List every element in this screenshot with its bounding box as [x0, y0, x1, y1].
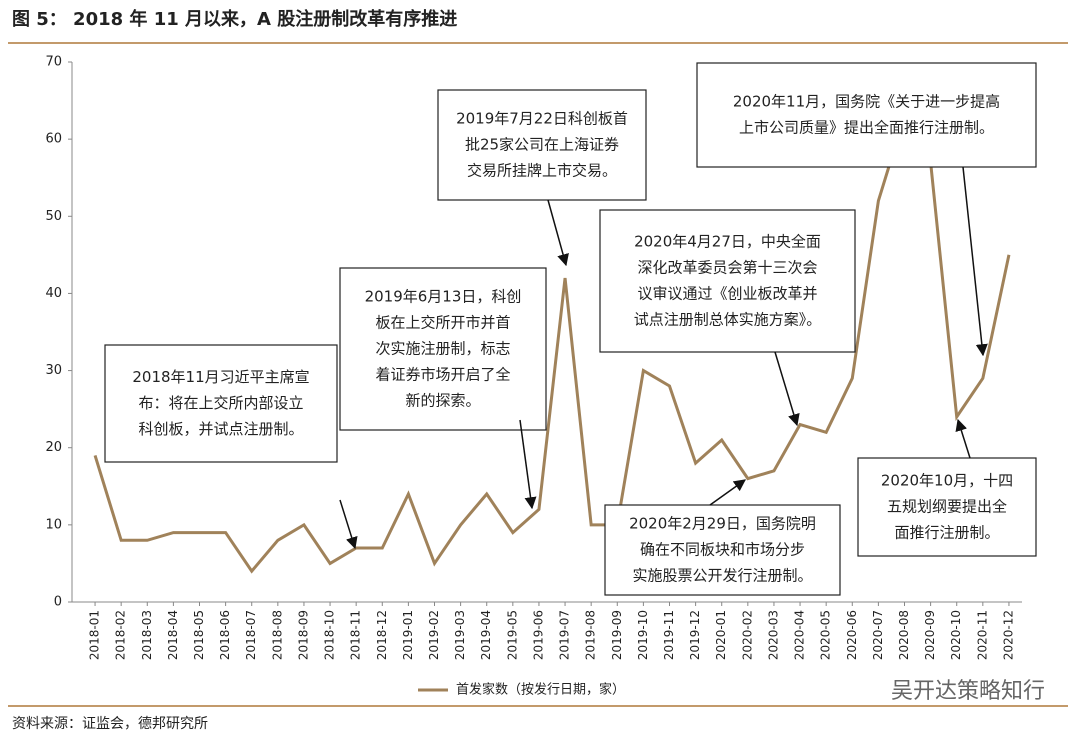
x-tick-label: 2019-12: [688, 610, 702, 660]
annotation-arrow: [955, 418, 971, 459]
annotation-text: 确在不同板块和市场分步: [640, 541, 805, 559]
annotation-text: 批25家公司在上海证券: [465, 136, 619, 154]
annotation-arrow: [709, 479, 746, 506]
x-tick-label: 2018-05: [192, 610, 206, 660]
x-tick-label: 2020-04: [793, 610, 807, 660]
annotation-text: 2019年6月13日，科创: [365, 288, 522, 306]
x-tick-label: 2020-01: [714, 610, 728, 660]
y-tick-label: 20: [45, 440, 62, 455]
x-tick-label: 2018-10: [323, 610, 337, 660]
annotation-text: 试点注册制总体实施方案》。: [634, 311, 822, 329]
annotation-text: 面推行注册制。: [894, 524, 999, 542]
x-tick-label: 2020-02: [740, 610, 754, 660]
x-tick-label: 2018-07: [244, 610, 258, 660]
annotation-text: 科创板，并试点注册制。: [138, 420, 303, 438]
y-tick-label: 10: [45, 517, 62, 532]
y-tick-label: 70: [45, 55, 62, 70]
x-tick-label: 2018-06: [218, 610, 232, 660]
x-tick-label: 2019-09: [610, 610, 624, 660]
annotation-text: 2020年11月，国务院《关于进一步提高: [733, 93, 1000, 111]
x-tick-label: 2018-09: [296, 610, 310, 660]
x-tick-label: 2020-06: [845, 610, 859, 660]
x-tick-label: 2019-04: [479, 610, 493, 660]
annotation-text: 议审议通过《创业板改革并: [637, 285, 817, 303]
x-tick-label: 2018-01: [88, 610, 102, 660]
x-tick-label: 2019-02: [427, 610, 441, 660]
x-tick-label: 2018-03: [140, 610, 154, 660]
annotation-arrow: [519, 419, 537, 510]
x-tick-label: 2018-02: [114, 610, 128, 660]
annotation-text: 2020年2月29日，国务院明: [629, 515, 816, 533]
y-tick-label: 50: [45, 209, 62, 224]
x-tick-label: 2019-01: [401, 610, 415, 660]
x-tick-label: 2019-05: [505, 610, 519, 660]
annotation-text: 2020年4月27日，中央全面: [634, 233, 821, 251]
x-tick-label: 2020-11: [975, 610, 989, 660]
x-tick-label: 2018-04: [166, 610, 180, 660]
watermark: 吴开达策略知行: [891, 679, 1045, 704]
x-tick-label: 2019-06: [531, 610, 545, 660]
x-tick-label: 2018-12: [375, 610, 389, 660]
legend-label: 首发家数（按发行日期，家）: [456, 682, 625, 698]
data-line: [93, 112, 1011, 574]
annotation-text: 五规划纲要提出全: [887, 498, 1007, 516]
x-tick-label: 2020-10: [949, 610, 963, 660]
annotation-text: 次实施注册制，标志: [375, 340, 510, 358]
annotation-box: [599, 209, 856, 353]
x-tick-label: 2020-05: [819, 610, 833, 660]
annotation-box: [104, 344, 338, 463]
annotation-arrow: [962, 166, 988, 357]
annotation-text: 交易所挂牌上市交易。: [467, 162, 617, 180]
annotation-text: 实施股票公开发行注册制。: [632, 567, 812, 585]
x-tick-label: 2019-11: [662, 610, 676, 660]
x-tick-label: 2020-03: [766, 610, 780, 660]
annotation-box: [857, 457, 1037, 557]
annotation-text: 布：将在上交所内部设立: [138, 394, 303, 412]
annotation-box: [604, 504, 841, 596]
x-tick-label: 2020-09: [923, 610, 937, 660]
x-tick-label: 2019-08: [584, 610, 598, 660]
x-tick-label: 2020-08: [897, 610, 911, 660]
annotation-text: 深化改革委员会第十三次会: [637, 259, 817, 277]
x-tick-label: 2019-03: [453, 610, 467, 660]
x-tick-label: 2018-11: [349, 610, 363, 660]
x-tick-label: 2020-12: [1001, 610, 1015, 660]
annotation-text: 板在上交所开市并首: [375, 314, 510, 332]
x-tick-label: 2018-08: [270, 610, 284, 660]
chart-title: 图 5： 2018 年 11 月以来，A 股注册制改革有序推进: [12, 8, 457, 30]
annotation-box: [437, 89, 647, 201]
annotation-text: 着证券市场开启了全: [375, 366, 510, 384]
annotation-arrow: [774, 351, 800, 427]
annotation-text: 新的探索。: [405, 392, 480, 410]
y-tick-label: 60: [45, 132, 62, 147]
x-tick-label: 2019-10: [636, 610, 650, 660]
x-tick-label: 2019-07: [558, 610, 572, 660]
annotation-text: 2019年7月22日科创板首: [456, 110, 628, 128]
annotation-text: 2020年10月，十四: [881, 472, 1013, 490]
annotation-arrow: [339, 499, 358, 550]
annotation-text: 2018年11月习近平主席宣: [132, 368, 309, 386]
source: 资料来源：证监会，德邦研究所: [12, 716, 208, 732]
annotation-text: 上市公司质量》提出全面推行注册制。: [739, 119, 994, 137]
x-tick-label: 2020-07: [871, 610, 885, 660]
annotation-arrow: [547, 199, 569, 267]
y-tick-label: 30: [45, 363, 62, 378]
annotation-box: [339, 267, 547, 431]
y-tick-label: 0: [54, 595, 62, 610]
annotation-box: [696, 62, 1037, 168]
y-tick-label: 40: [45, 286, 62, 301]
